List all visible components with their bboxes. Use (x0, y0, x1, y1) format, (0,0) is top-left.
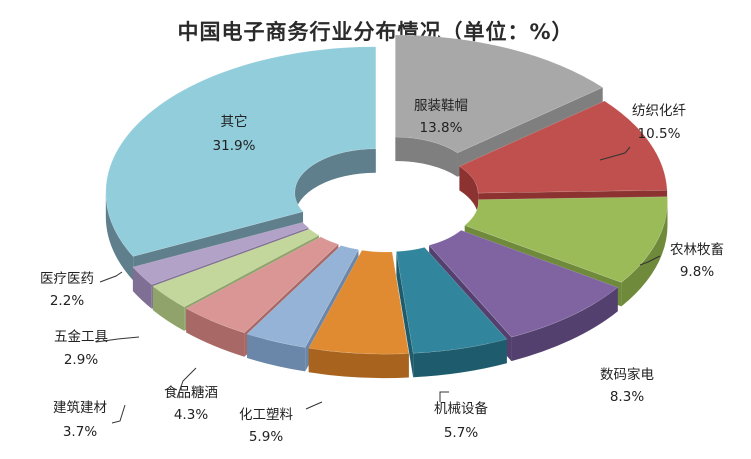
chart-title: 中国电子商务行业分布情况（单位：%） (177, 20, 574, 44)
slice-name-label: 农林牧畜 (670, 242, 724, 258)
slice-top (246, 245, 359, 348)
slice-name-label: 医疗医药 (40, 271, 94, 287)
leader-lines (95, 146, 661, 424)
slice-top (458, 100, 668, 194)
pie-slice-机械设备 (396, 247, 508, 378)
slice-outer-wall (152, 286, 185, 331)
slice-value-label: 31.9% (213, 138, 256, 154)
slice-value-label: 5.7% (444, 425, 478, 441)
slice-value-label: 4.3% (174, 407, 208, 423)
leader-line (305, 401, 323, 410)
leader-line (639, 255, 661, 266)
slice-top (185, 236, 339, 334)
slice-value-label: 8.3% (610, 389, 644, 405)
slice-value-label: 10.5% (638, 126, 681, 142)
slice-name-label: 五金工具 (54, 329, 108, 345)
slice-inner-wall (395, 137, 458, 177)
slice-outer-wall (247, 334, 306, 372)
leader-line (439, 391, 449, 402)
leader-line (99, 271, 123, 283)
slice-value-label: 2.2% (50, 293, 84, 309)
slice-outer-wall (621, 200, 668, 307)
slice-labels: 服装鞋帽 13.8% 纺织化纤 10.5% 农林牧畜 9.8% 数码家电 8.3% 机械设备 5.… (40, 98, 724, 445)
slice-value-label: 3.7% (63, 424, 97, 440)
slice-name-label: 其它 (221, 113, 248, 130)
slice-name-label: 食品糖酒 (164, 384, 218, 401)
leader-line (599, 146, 631, 161)
slice-outer-wall (132, 267, 152, 309)
leader-line (111, 404, 126, 424)
slice-value-label: 9.8% (680, 264, 714, 280)
slice-outer-wall (413, 339, 507, 378)
slice-value-label: 5.9% (249, 429, 283, 445)
slice-name-label: 服装鞋帽 (414, 98, 468, 114)
slice-top (428, 229, 619, 338)
slice-outer-wall (186, 308, 245, 357)
pie-tops (105, 34, 668, 379)
slice-top (105, 46, 377, 257)
slice-outer-wall (511, 287, 618, 362)
slice-side-face (396, 251, 414, 378)
leader-line (95, 336, 140, 343)
slice-top (152, 228, 320, 308)
slice-top (396, 247, 508, 354)
slice-name-label: 建筑建材 (53, 400, 107, 416)
pie-slice-化工塑料 (308, 249, 410, 379)
slice-name-label: 化工塑料 (239, 407, 293, 423)
slice-name-label: 数码家电 (600, 366, 654, 383)
slice-outer-wall (105, 192, 134, 281)
slice-value-label: 2.9% (64, 352, 98, 368)
slice-outer-wall (308, 348, 409, 379)
slice-top (464, 196, 668, 283)
slice-top (132, 222, 310, 286)
slice-value-label: 13.8% (420, 120, 463, 136)
slice-top (308, 249, 410, 355)
leader-line (176, 367, 197, 399)
slice-name-label: 机械设备 (434, 400, 488, 417)
slice-inner-wall (294, 148, 376, 217)
slice-top (395, 34, 604, 154)
slice-name-label: 纺织化纤 (632, 103, 686, 119)
